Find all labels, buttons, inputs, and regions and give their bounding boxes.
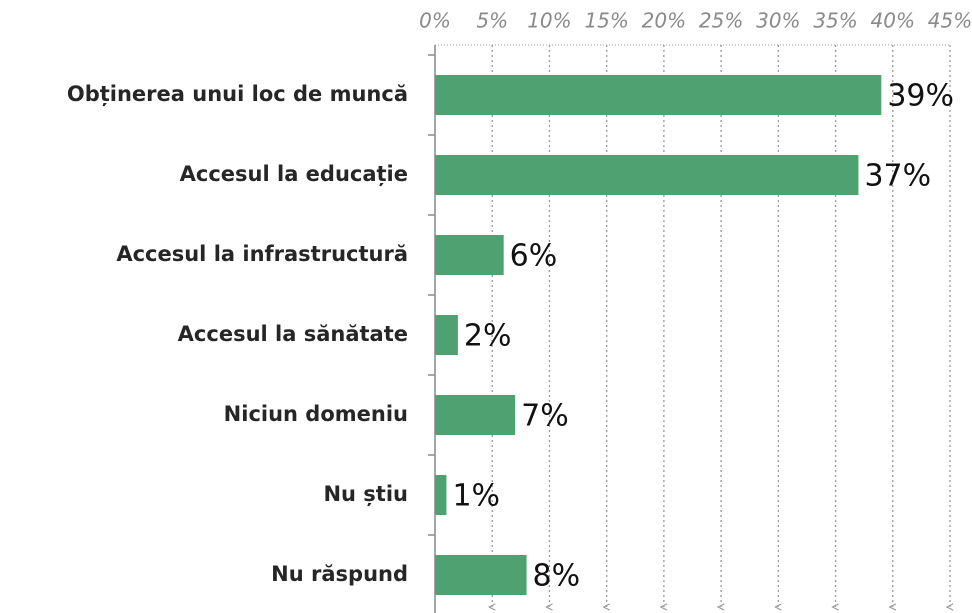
- x-tick-label: 45%: [928, 9, 972, 33]
- category-label: Niciun domeniu: [224, 402, 408, 426]
- x-tick-label: 0%: [419, 9, 451, 33]
- x-tick-label: 35%: [813, 9, 857, 33]
- value-label: 2%: [464, 319, 512, 354]
- value-label: 8%: [533, 559, 581, 594]
- category-label: Accesul la infrastructură: [116, 242, 408, 266]
- value-label: 39%: [887, 79, 954, 114]
- x-tick-label: 15%: [584, 9, 628, 33]
- bar: [435, 395, 516, 435]
- bar: [435, 235, 504, 275]
- x-tick-label: 30%: [756, 9, 800, 33]
- x-tick-label: 10%: [527, 9, 571, 33]
- x-tick-label: 25%: [699, 9, 743, 33]
- category-label: Nu știu: [323, 482, 408, 506]
- x-tick-label: 20%: [642, 9, 686, 33]
- bar: [435, 315, 458, 355]
- x-tick-label: 5%: [476, 9, 508, 33]
- value-label: 37%: [864, 159, 931, 194]
- category-label: Accesul la sănătate: [178, 322, 408, 346]
- bar: [435, 75, 882, 115]
- value-label: 6%: [510, 239, 558, 274]
- bar: [435, 555, 527, 595]
- bar: [435, 475, 447, 515]
- x-tick-label: 40%: [871, 9, 915, 33]
- value-label: 7%: [521, 399, 569, 434]
- bar: [435, 155, 859, 195]
- category-label: Nu răspund: [271, 562, 408, 586]
- category-label: Accesul la educație: [180, 162, 408, 187]
- category-label: Obținerea unui loc de muncă: [67, 82, 408, 107]
- value-label: 1%: [452, 479, 500, 514]
